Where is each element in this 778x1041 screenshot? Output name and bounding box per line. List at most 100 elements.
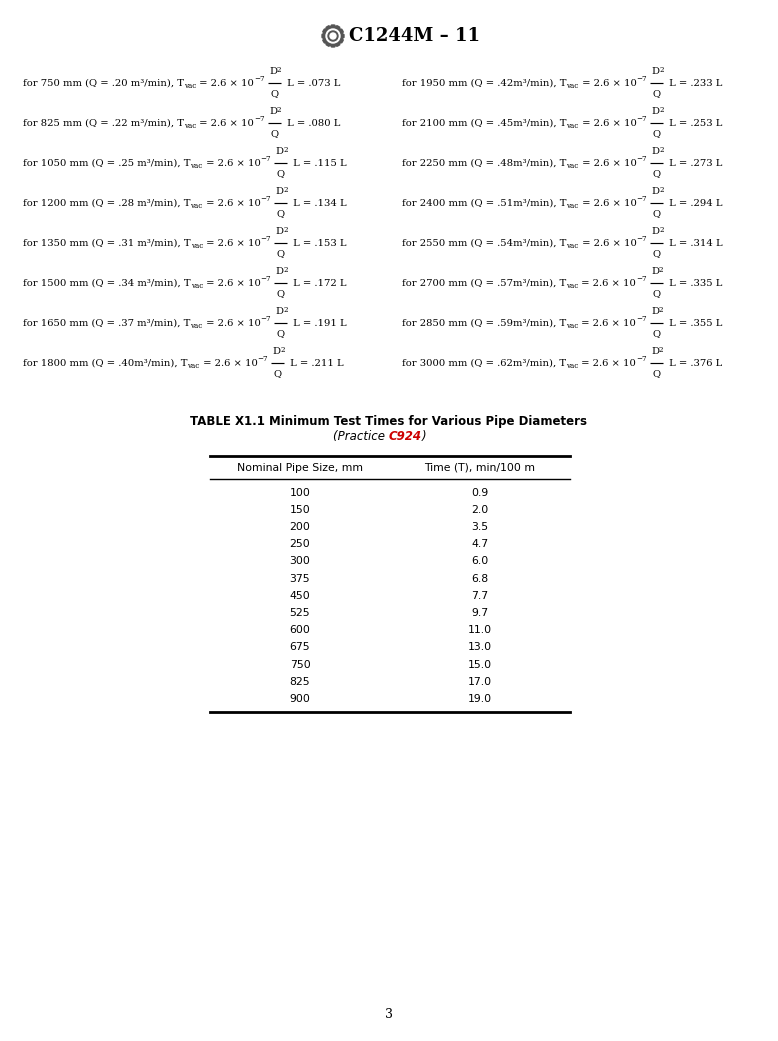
Text: D: D: [651, 307, 660, 316]
Text: −7: −7: [636, 355, 647, 363]
Circle shape: [330, 33, 336, 39]
Text: 13.0: 13.0: [468, 642, 492, 653]
Text: vac: vac: [191, 202, 203, 209]
Text: vac: vac: [187, 361, 200, 370]
Text: D: D: [273, 348, 281, 356]
Text: 2: 2: [283, 227, 288, 234]
Text: L = .073 L: L = .073 L: [284, 78, 340, 87]
Text: L = .191 L: L = .191 L: [290, 319, 347, 328]
Text: D: D: [275, 307, 284, 316]
Text: vac: vac: [184, 81, 196, 90]
Text: Q: Q: [653, 90, 661, 99]
Text: C1244M – 11: C1244M – 11: [349, 27, 480, 45]
Text: for 2400 mm (Q = .51m³/min), T: for 2400 mm (Q = .51m³/min), T: [402, 199, 566, 207]
Text: 250: 250: [289, 539, 310, 550]
Text: Q: Q: [653, 170, 661, 178]
Text: Q: Q: [277, 289, 285, 299]
Text: L = .273 L: L = .273 L: [666, 158, 723, 168]
Text: 2: 2: [277, 67, 282, 75]
Text: vac: vac: [191, 322, 202, 330]
Text: L = .335 L: L = .335 L: [666, 279, 723, 287]
Text: 6.8: 6.8: [471, 574, 489, 584]
Polygon shape: [322, 25, 344, 47]
Text: Q: Q: [277, 250, 285, 258]
Text: Q: Q: [274, 370, 282, 379]
Text: D: D: [276, 228, 284, 236]
Text: 2: 2: [283, 186, 288, 195]
Text: −7: −7: [636, 75, 647, 83]
Text: vac: vac: [191, 161, 203, 170]
Text: 2: 2: [659, 266, 664, 275]
Text: −7: −7: [261, 275, 272, 283]
Text: 17.0: 17.0: [468, 677, 492, 687]
Text: for 1500 mm (Q = .34 m³/min), T: for 1500 mm (Q = .34 m³/min), T: [23, 279, 191, 287]
Text: 3.5: 3.5: [471, 522, 489, 532]
Text: Q: Q: [276, 330, 285, 338]
Text: D: D: [652, 148, 660, 156]
Text: −7: −7: [261, 315, 271, 323]
Text: −7: −7: [636, 235, 647, 243]
Text: 900: 900: [289, 694, 310, 704]
Text: = 2.6 × 10: = 2.6 × 10: [579, 119, 636, 127]
Text: −7: −7: [254, 75, 265, 83]
Text: Q: Q: [277, 209, 285, 219]
Text: for 1350 mm (Q = .31 m³/min), T: for 1350 mm (Q = .31 m³/min), T: [23, 238, 191, 248]
Text: L = .376 L: L = .376 L: [666, 358, 722, 367]
Text: Q: Q: [270, 90, 279, 99]
Circle shape: [328, 31, 338, 41]
Text: 6.0: 6.0: [471, 556, 489, 566]
Text: 3: 3: [385, 1009, 393, 1021]
Text: −7: −7: [636, 155, 647, 163]
Text: −7: −7: [636, 115, 647, 123]
Text: Q: Q: [653, 330, 661, 338]
Text: = 2.6 × 10: = 2.6 × 10: [579, 199, 636, 207]
Text: 2: 2: [659, 306, 664, 314]
Text: D: D: [651, 348, 660, 356]
Text: 600: 600: [289, 626, 310, 635]
Text: vac: vac: [566, 322, 579, 330]
Text: 2: 2: [659, 67, 664, 75]
Text: Nominal Pipe Size, mm: Nominal Pipe Size, mm: [237, 463, 363, 473]
Text: 2: 2: [659, 227, 664, 234]
Text: vac: vac: [566, 361, 578, 370]
Text: for 1200 mm (Q = .28 m³/min), T: for 1200 mm (Q = .28 m³/min), T: [23, 199, 191, 207]
Text: 750: 750: [289, 660, 310, 669]
Text: vac: vac: [566, 81, 579, 90]
Text: D: D: [652, 187, 660, 197]
Text: = 2.6 × 10: = 2.6 × 10: [203, 199, 261, 207]
Text: = 2.6 × 10: = 2.6 × 10: [579, 158, 636, 168]
Text: Q: Q: [653, 209, 661, 219]
Text: 2: 2: [283, 147, 288, 154]
Text: for 1650 mm (Q = .37 m³/min), T: for 1650 mm (Q = .37 m³/min), T: [23, 319, 191, 328]
Text: 9.7: 9.7: [471, 608, 489, 618]
Text: = 2.6 × 10: = 2.6 × 10: [203, 238, 261, 248]
Text: Q: Q: [653, 129, 661, 138]
Text: 19.0: 19.0: [468, 694, 492, 704]
Text: D: D: [651, 268, 660, 277]
Text: vac: vac: [191, 281, 203, 289]
Text: Q: Q: [270, 129, 279, 138]
Text: = 2.6 × 10: = 2.6 × 10: [578, 358, 636, 367]
Text: for 2700 mm (Q = .57m³/min), T: for 2700 mm (Q = .57m³/min), T: [402, 279, 566, 287]
Text: L = .211 L: L = .211 L: [287, 358, 344, 367]
Text: for 825 mm (Q = .22 m³/min), T: for 825 mm (Q = .22 m³/min), T: [23, 119, 184, 127]
Text: Q: Q: [653, 289, 661, 299]
Text: 375: 375: [289, 574, 310, 584]
Text: for 3000 mm (Q = .62m³/min), T: for 3000 mm (Q = .62m³/min), T: [402, 358, 566, 367]
Text: 100: 100: [289, 487, 310, 498]
Text: = 2.6 × 10: = 2.6 × 10: [203, 158, 261, 168]
Text: (Practice: (Practice: [333, 430, 389, 443]
Text: 2: 2: [283, 306, 288, 314]
Text: Time (T), min/100 m: Time (T), min/100 m: [425, 463, 535, 473]
Text: 2: 2: [659, 147, 664, 154]
Text: for 2250 mm (Q = .48m³/min), T: for 2250 mm (Q = .48m³/min), T: [402, 158, 566, 168]
Text: 2.0: 2.0: [471, 505, 489, 515]
Text: 525: 525: [289, 608, 310, 618]
Text: 675: 675: [289, 642, 310, 653]
Text: = 2.6 × 10: = 2.6 × 10: [196, 119, 254, 127]
Text: TABLE X1.1 Minimum Test Times for Various Pipe Diameters: TABLE X1.1 Minimum Test Times for Variou…: [191, 415, 587, 428]
Text: 2: 2: [659, 186, 664, 195]
Text: L = .253 L: L = .253 L: [666, 119, 723, 127]
Text: 2: 2: [283, 266, 288, 275]
Text: for 2550 mm (Q = .54m³/min), T: for 2550 mm (Q = .54m³/min), T: [402, 238, 566, 248]
